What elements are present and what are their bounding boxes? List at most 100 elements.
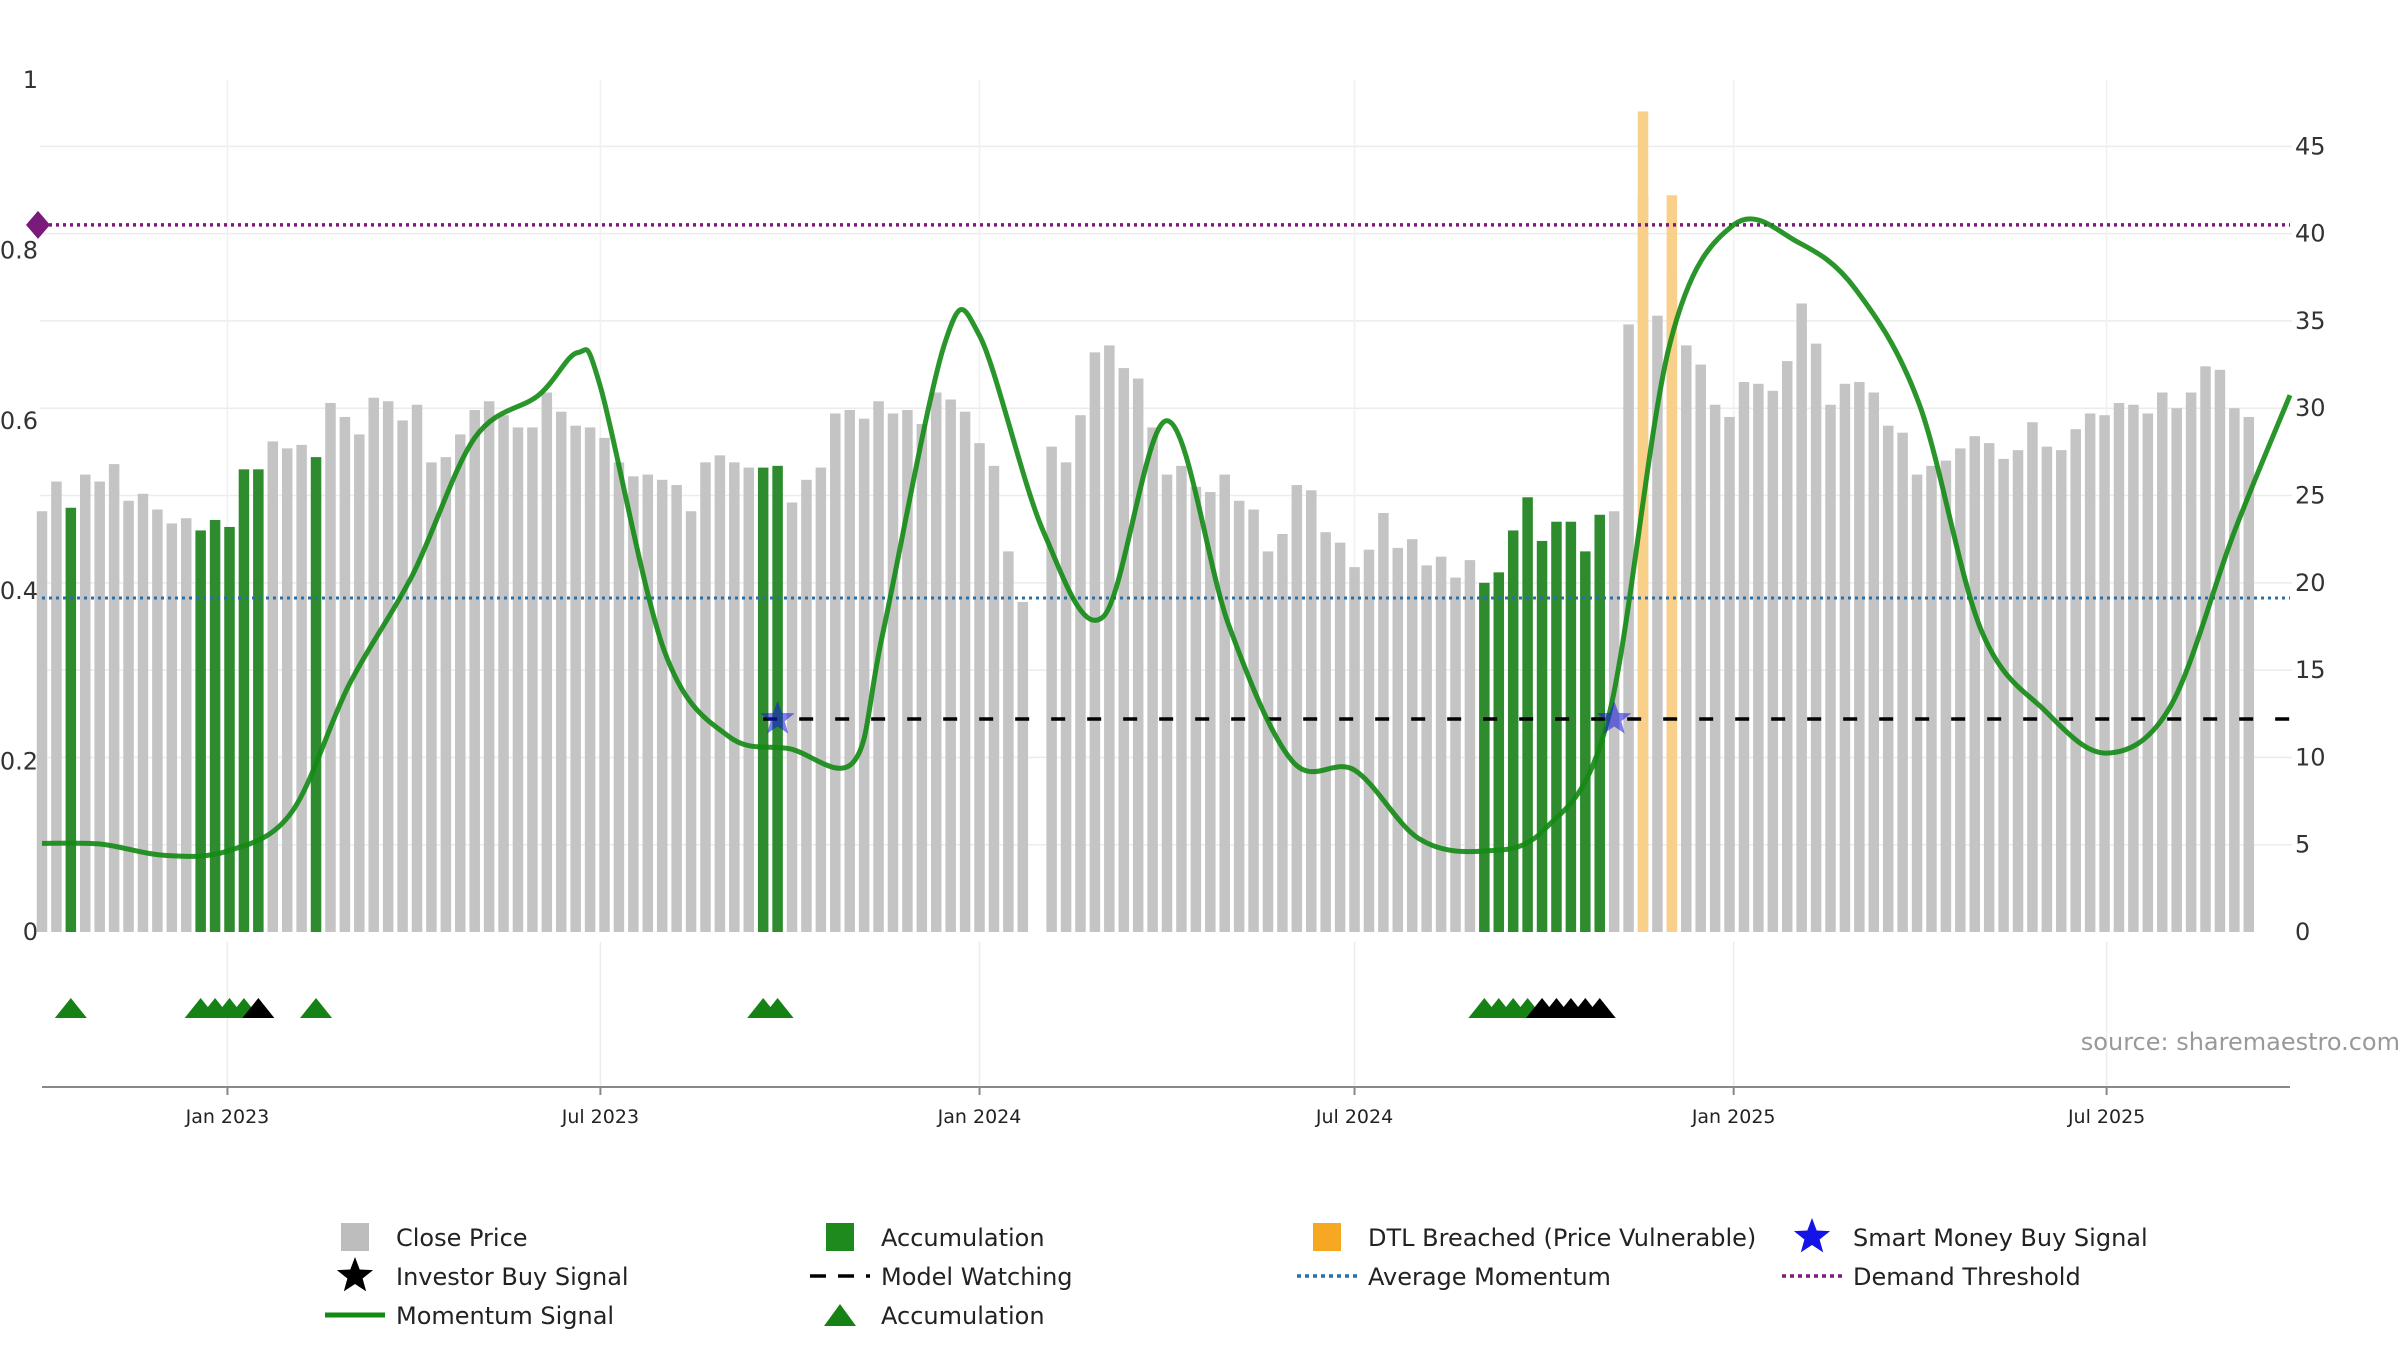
close-price-bar	[1435, 556, 1447, 932]
y-right-tick-label: 45	[2295, 132, 2326, 160]
y-right-tick-label: 5	[2295, 831, 2310, 859]
close-price-bar	[1392, 547, 1404, 932]
accumulation-bar	[1551, 521, 1562, 932]
legend-label: Investor Buy Signal	[396, 1263, 629, 1291]
close-price-bar	[339, 416, 351, 933]
close-price-bar	[2027, 422, 2038, 932]
close-price-bar	[555, 411, 567, 932]
close-price-bar	[455, 434, 466, 932]
y-right-tick-label: 15	[2295, 656, 2326, 684]
close-price-bar	[1983, 443, 1995, 932]
x-tick-label: Jul 2023	[561, 1106, 639, 1128]
close-price-bar	[1363, 549, 1375, 932]
accumulation-bar	[1522, 497, 1533, 932]
close-price-bar	[1132, 378, 1144, 932]
close-price-bar	[296, 444, 307, 932]
close-price-bar	[1882, 425, 1894, 932]
close-price-bar	[584, 427, 596, 932]
legend-triangle-icon	[824, 1304, 856, 1326]
close-price-bar	[1349, 567, 1360, 932]
close-price-bar	[1825, 404, 1836, 933]
close-price-bar	[80, 474, 91, 932]
legend-label: Average Momentum	[1368, 1263, 1611, 1291]
accumulation-triangle	[761, 998, 794, 1018]
close-price-bar	[570, 425, 581, 932]
accumulation-bar	[253, 469, 264, 932]
close-price-bar	[599, 437, 610, 932]
accumulation-bar	[65, 507, 77, 932]
close-price-bar	[94, 481, 105, 932]
legend-label: Smart Money Buy Signal	[1853, 1224, 2148, 1252]
x-tick-label: Jul 2025	[2067, 1106, 2145, 1128]
y-right-tick-label: 20	[2295, 569, 2326, 597]
close-price-bar	[1205, 492, 1216, 932]
y-left-tick-label: 0.2	[0, 748, 38, 776]
close-price-bar	[2229, 408, 2240, 933]
close-price-bar	[1854, 382, 1865, 932]
accumulation-triangle	[300, 998, 333, 1018]
close-price-bar	[469, 409, 480, 932]
accumulation-bar	[1580, 551, 1591, 932]
y-right-tick-label: 10	[2295, 743, 2326, 771]
close-price-bar	[1378, 512, 1389, 932]
close-price-bar	[382, 401, 394, 932]
legend-star-icon	[1793, 1218, 1831, 1253]
y-right-tick-label: 25	[2295, 482, 2326, 510]
legend-item-watching: Model Watching	[810, 1263, 1073, 1291]
close-price-bar	[1681, 345, 1692, 932]
close-price-bar	[1839, 383, 1851, 933]
accumulation-bar	[1565, 521, 1577, 932]
y-left-tick-label: 0	[23, 918, 38, 946]
accumulation-bar	[224, 526, 235, 932]
y-left-tick-label: 1	[23, 66, 38, 94]
legend-label: Demand Threshold	[1853, 1263, 2081, 1291]
close-price-bar	[1306, 490, 1317, 932]
close-price-bar	[498, 415, 509, 932]
close-price-bar	[1955, 448, 1966, 932]
accumulation-bar	[238, 469, 250, 932]
close-price-bar	[527, 427, 538, 932]
close-price-bar	[1176, 465, 1187, 932]
smart-money-buy-star	[760, 701, 795, 734]
close-price-bar	[714, 455, 726, 932]
legend-item-close: Close Price	[341, 1223, 528, 1252]
accumulation-bar	[310, 457, 322, 932]
legend-label: Accumulation	[881, 1224, 1045, 1252]
close-price-bar	[2056, 450, 2067, 932]
accumulation-bar	[772, 465, 783, 932]
close-price-bar	[974, 443, 985, 932]
close-price-bar	[1248, 509, 1259, 932]
close-price-bar	[1911, 474, 1923, 932]
close-price-bar	[325, 402, 336, 932]
close-price-bar	[2041, 446, 2053, 932]
close-price-bar	[931, 392, 942, 933]
lines-layer	[26, 210, 2293, 859]
accumulation-bar	[1536, 540, 1548, 932]
close-price-bar	[267, 441, 279, 932]
close-price-bar	[2171, 408, 2182, 933]
close-price-bar	[1118, 368, 1130, 933]
close-price-bar	[483, 401, 495, 932]
close-price-bar	[1767, 390, 1779, 932]
close-price-bar	[1738, 382, 1750, 932]
legend-star-icon	[336, 1257, 374, 1292]
close-price-bar	[1652, 315, 1663, 932]
demand-threshold-marker	[26, 210, 50, 239]
accumulation-bar	[1507, 530, 1519, 932]
close-price-bar	[671, 485, 682, 932]
legend-item-smart: Smart Money Buy Signal	[1793, 1218, 2148, 1253]
investor-buy-triangle	[242, 998, 275, 1018]
close-price-bar	[801, 479, 812, 932]
close-price-bar	[36, 511, 48, 932]
close-price-bar	[1753, 383, 1764, 933]
legend-item-accum-tri: Accumulation	[824, 1302, 1045, 1330]
smart-money-buy-star	[1597, 701, 1632, 734]
accumulation-bar	[209, 519, 221, 932]
close-price-bar	[628, 476, 639, 932]
close-price-bar	[1709, 404, 1721, 933]
close-price-bar	[1003, 551, 1014, 932]
close-price-bar	[2070, 429, 2081, 932]
y-right-tick-label: 0	[2295, 918, 2310, 946]
